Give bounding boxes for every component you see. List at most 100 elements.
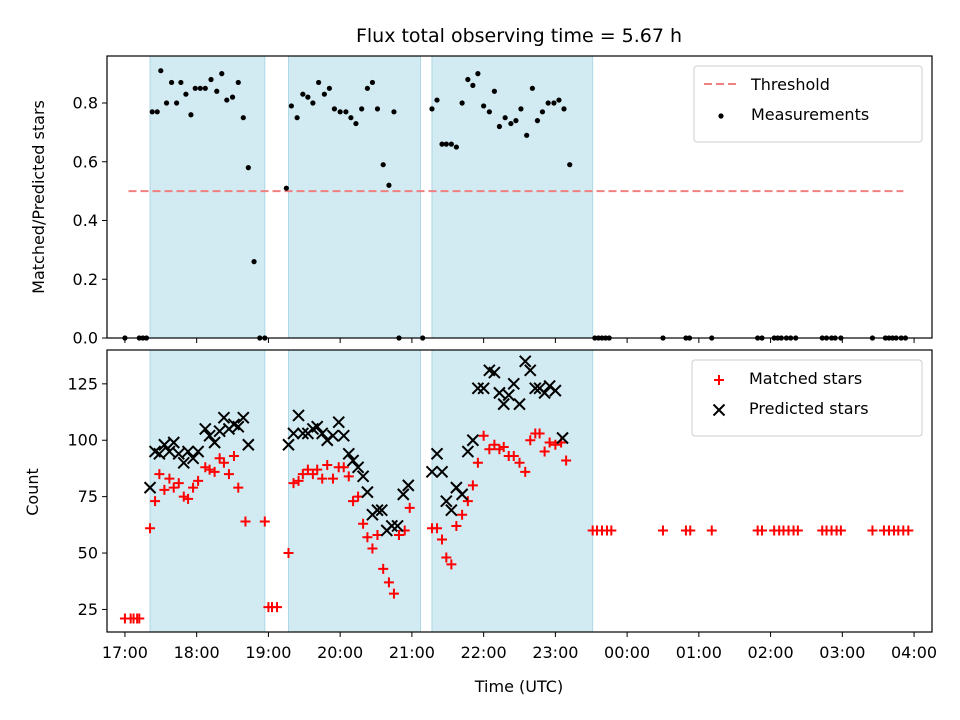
data-point — [502, 388, 515, 402]
top-panel: 0.0 0.2 0.4 0.6 0.8 Threshold Measurements — [73, 55, 933, 348]
top-series-measurements — [122, 68, 909, 341]
data-point — [488, 366, 501, 379]
data-point — [310, 420, 324, 433]
data-point — [168, 79, 175, 86]
data-point — [451, 520, 462, 531]
data-point — [524, 132, 530, 138]
data-point — [386, 182, 392, 188]
data-point — [404, 502, 415, 513]
bottom-panel: 25 50 75 100 125 17:00 18:00 19:00 20:00 21:00 22:… — [67, 349, 937, 662]
data-point — [348, 496, 359, 507]
data-point — [153, 447, 166, 460]
data-point — [903, 525, 914, 536]
x-tick-label: 04:00 — [891, 643, 937, 662]
data-point — [489, 439, 500, 450]
data-point — [534, 118, 541, 124]
data-point — [163, 445, 176, 458]
x-tick-label: 00:00 — [604, 643, 650, 662]
data-point — [356, 470, 370, 483]
data-point — [445, 503, 458, 517]
data-point — [353, 120, 359, 127]
data-point — [561, 455, 572, 466]
data-point — [188, 112, 194, 118]
data-point — [302, 464, 313, 475]
data-point — [202, 85, 208, 91]
bottom-observing-band — [149, 349, 266, 633]
data-point — [484, 444, 495, 455]
data-point — [391, 109, 397, 115]
data-point — [245, 165, 251, 171]
data-point — [203, 429, 216, 442]
data-point — [467, 480, 478, 491]
data-point — [134, 613, 145, 624]
x-tick-label: 02:00 — [748, 643, 794, 662]
data-point — [168, 482, 179, 493]
data-point — [551, 100, 557, 106]
data-point — [173, 478, 184, 489]
data-point — [388, 588, 399, 599]
data-point — [461, 445, 475, 458]
bottom-y-tick-label: 50 — [78, 544, 98, 563]
data-point — [149, 109, 155, 115]
data-point — [358, 518, 369, 529]
data-point — [457, 509, 468, 520]
data-point — [346, 454, 360, 467]
data-point — [498, 442, 509, 453]
bottom-series-matched-stars — [119, 428, 914, 624]
data-point — [172, 447, 185, 460]
bottom-y-tick-label: 25 — [78, 600, 98, 619]
top-y-tick-label: 0.4 — [73, 211, 98, 230]
data-point — [240, 115, 246, 121]
data-point — [549, 384, 562, 397]
data-point — [283, 185, 289, 191]
data-point — [437, 534, 448, 545]
data-point — [513, 397, 526, 411]
data-point — [375, 503, 388, 517]
data-point — [326, 85, 332, 91]
data-point — [374, 106, 381, 112]
data-point — [288, 103, 294, 109]
data-point — [191, 445, 205, 458]
data-point — [567, 162, 573, 168]
data-point — [440, 494, 453, 508]
data-point — [317, 473, 328, 484]
legend-box — [693, 65, 923, 143]
data-point — [208, 76, 214, 83]
top-y-tick-label: 0.8 — [73, 94, 98, 113]
data-point — [561, 106, 567, 112]
data-point — [362, 532, 373, 543]
legend-label: Matched stars — [749, 369, 862, 388]
data-point — [397, 488, 410, 501]
data-point — [197, 85, 203, 91]
data-point — [364, 85, 371, 91]
data-point — [792, 525, 803, 536]
data-point — [441, 552, 452, 563]
data-point — [178, 79, 184, 86]
x-tick-label: 03:00 — [819, 643, 865, 662]
legend-marker — [712, 403, 726, 417]
data-point — [188, 482, 199, 493]
data-point — [213, 425, 226, 438]
data-point — [143, 481, 157, 494]
data-point — [550, 439, 561, 450]
data-point — [322, 460, 333, 471]
data-point — [538, 386, 551, 400]
data-point — [434, 97, 440, 103]
data-point — [337, 429, 350, 442]
data-point — [556, 431, 569, 445]
data-point — [391, 519, 404, 533]
bottom-y-tick-label: 75 — [78, 487, 98, 506]
data-point — [455, 488, 469, 501]
data-point — [228, 451, 239, 462]
data-point — [534, 428, 545, 439]
x-tick-label: 23:00 — [532, 643, 578, 662]
data-point — [193, 475, 204, 486]
data-point — [529, 85, 536, 91]
top-observing-band — [431, 55, 594, 339]
data-point — [496, 123, 503, 130]
data-point — [470, 82, 476, 88]
data-point — [545, 100, 551, 106]
data-point — [214, 88, 220, 94]
data-point — [217, 411, 231, 424]
